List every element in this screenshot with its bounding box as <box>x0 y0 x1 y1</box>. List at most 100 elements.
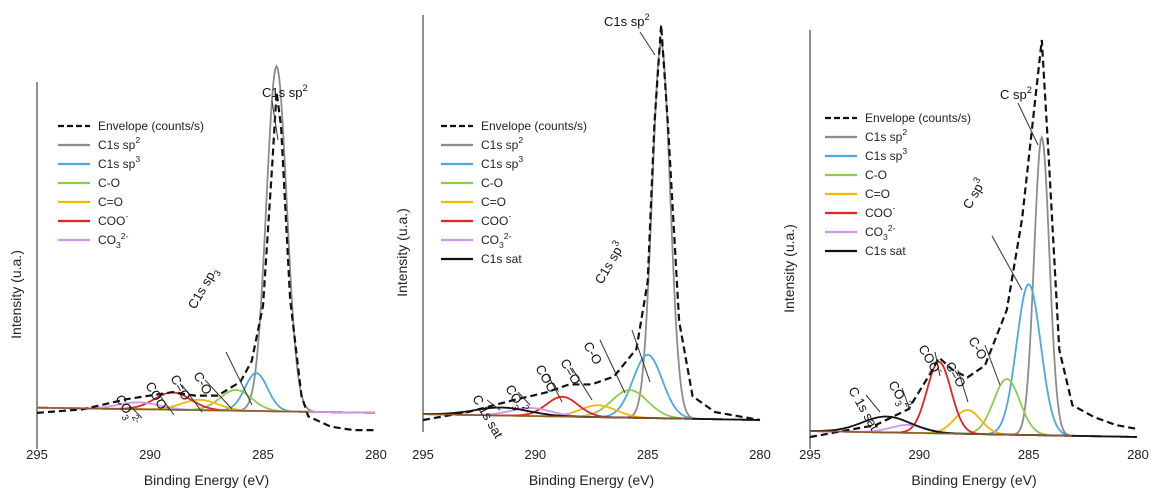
legend-label-main: Envelope (counts/s) <box>98 119 204 133</box>
x-tick-label: 290 <box>524 447 546 462</box>
x-tick-label: 280 <box>1127 447 1149 462</box>
legend-label-sup: - <box>508 211 511 221</box>
y-axis-title: Intensity (u.a.) <box>781 224 797 313</box>
annotation-leader <box>1017 102 1039 146</box>
annotation-leader <box>225 351 253 406</box>
annotation-label-main: CO <box>502 382 525 406</box>
annotation-leader <box>127 403 143 419</box>
annotation-leader <box>984 344 1001 386</box>
annotation-label: CO32- <box>883 378 916 416</box>
legend-label-main: C-O <box>865 168 887 182</box>
legend-label: CO32- <box>865 223 896 242</box>
annotation-label-sup: - <box>163 404 173 412</box>
annotation-label-main: CO <box>112 392 135 416</box>
legend-label: CO32- <box>481 231 512 250</box>
annotation-label: C 1s sat <box>469 392 506 441</box>
legend-label: C-O <box>481 176 503 190</box>
annotation-label-main: C sp <box>1000 87 1027 102</box>
legend-label: C=O <box>481 195 506 209</box>
annotation-leader <box>639 31 656 56</box>
legend-label-main: C1s sp <box>865 130 903 144</box>
annotation-label: C sp3 <box>958 175 989 211</box>
envelope-curve <box>422 24 761 422</box>
legend-label: C1s sp2 <box>481 135 523 152</box>
legend-label: COO- <box>481 211 511 228</box>
legend-label: C1s sat <box>481 252 522 266</box>
annotation-label-main: C-O <box>190 369 215 397</box>
annotation-label: COO- <box>532 361 563 398</box>
legend-label-sup: 3 <box>135 154 140 164</box>
annotation-label-sub: 3 <box>893 399 904 409</box>
legend-label: C1s sp3 <box>865 146 907 163</box>
legend-label-main: C=O <box>481 195 506 209</box>
legend-label-main: CO <box>865 225 883 239</box>
legend-label-main: C=O <box>98 195 123 209</box>
annotation-leader <box>571 367 593 401</box>
y-axis-title: Intensity (u.a.) <box>8 250 24 339</box>
background-line <box>422 413 693 420</box>
legend-label-main: C1s sp <box>98 157 136 171</box>
x-tick-label: 285 <box>637 447 659 462</box>
annotation-label-main: C 1s sat <box>469 392 506 441</box>
annotation-leader <box>599 339 626 394</box>
legend-label-sup: 2 <box>902 127 907 137</box>
x-tick-label: 290 <box>139 447 161 462</box>
annotation-label: C1s sp2 <box>262 83 308 100</box>
legend-label: CO32- <box>98 231 129 250</box>
legend-label: C=O <box>865 187 890 201</box>
envelope-curve <box>36 91 376 432</box>
x-tick-label: 285 <box>252 447 274 462</box>
annotation-label-sup: - <box>553 387 563 395</box>
annotation-leader <box>486 399 501 411</box>
legend-label-main: C1s sat <box>481 252 522 266</box>
annotation-leader <box>271 100 279 141</box>
legend-label-main: CO <box>98 233 116 247</box>
x-axis-title: Binding Energy (eV) <box>911 472 1036 488</box>
legend-label: COO- <box>98 211 128 228</box>
legend-label-main: C1s sat <box>865 244 906 258</box>
legend-label: C1s sp3 <box>98 154 140 171</box>
annotation-leader <box>547 374 563 403</box>
y-axis-title: Intensity (u.a.) <box>394 208 410 297</box>
legend-label-sub: 3 <box>499 240 504 250</box>
legend-label-main: C1s sp <box>481 138 519 152</box>
x-tick-label: 295 <box>26 447 48 462</box>
annotation-leader <box>865 394 881 413</box>
annotation-leader <box>991 235 1023 291</box>
annotation-label: C1s sp3 <box>185 264 223 313</box>
annotation-label-main: CO <box>885 378 908 402</box>
legend-label: C-O <box>865 168 887 182</box>
x-tick-label: 280 <box>365 447 387 462</box>
legend-label-main: Envelope (counts/s) <box>481 119 587 133</box>
annotation-leader <box>957 369 969 403</box>
legend-label-sub: 3 <box>883 232 888 242</box>
legend-label-main: CO <box>481 233 499 247</box>
x-tick-label: 280 <box>749 447 771 462</box>
annotation-leader <box>517 391 531 406</box>
legend-label-sup: 3 <box>518 154 523 164</box>
legend-label-sup: 3 <box>902 146 907 156</box>
annotation-leader <box>934 351 941 377</box>
annotation-label-main: C1s sp <box>592 244 625 287</box>
annotation-label-sup: 2- <box>130 413 143 425</box>
legend-label-main: C=O <box>865 187 890 201</box>
legend-label-main: C-O <box>481 176 503 190</box>
annotation-label-sup: 2 <box>302 83 307 93</box>
panel-3: 295 290 285 280 Binding Energy (eV) Intensity… <box>781 30 1149 488</box>
legend-label: Envelope (counts/s) <box>481 119 587 133</box>
annotation-label: C=O <box>557 356 584 387</box>
legend-label: Envelope (counts/s) <box>98 119 204 133</box>
legend-label-sup: 2- <box>888 223 896 233</box>
annotation-label-sub: 3 <box>212 268 223 278</box>
annotation-label-sup: - <box>936 367 946 375</box>
background-line <box>809 430 1073 437</box>
annotation-label-sup: 3 <box>971 175 982 185</box>
annotation-leader <box>631 329 651 383</box>
annotation-label-main: C=O <box>557 356 584 387</box>
legend-label-main: COO <box>481 214 508 228</box>
annotation-leader <box>157 392 175 416</box>
legend-label-main: C-O <box>98 176 120 190</box>
annotation-label-main: C-O <box>965 334 990 362</box>
legend-label-sup: 2- <box>121 231 129 241</box>
